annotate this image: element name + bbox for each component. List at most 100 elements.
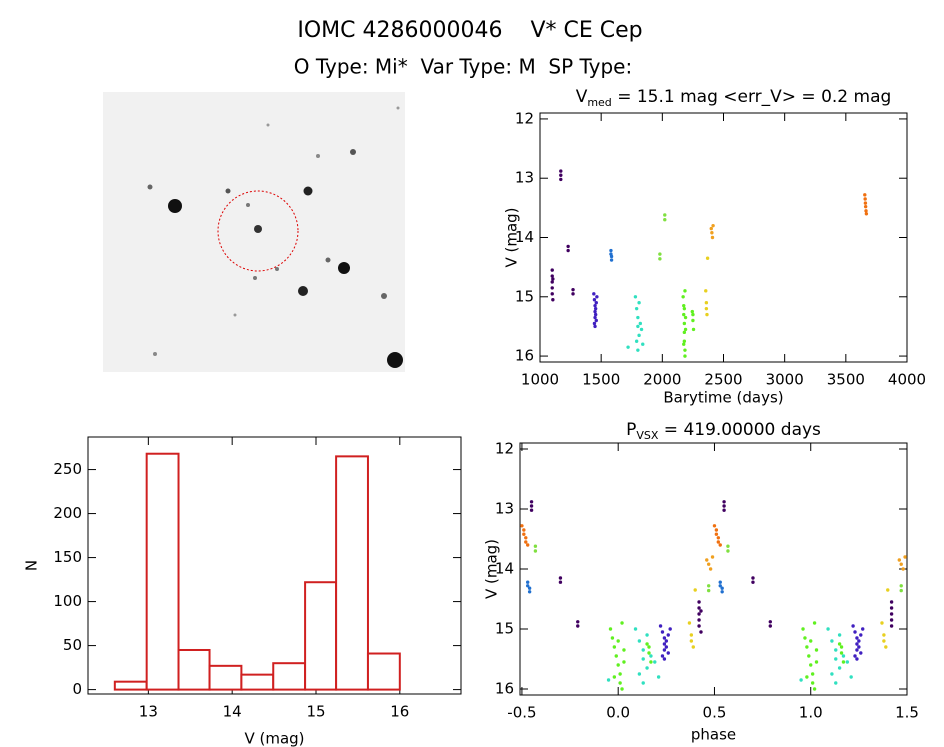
data-point: [592, 292, 596, 296]
data-point: [889, 600, 894, 604]
data-point: [853, 654, 857, 658]
page-title: IOMC 4286000046 V* CE Cep: [297, 18, 642, 43]
data-point: [855, 636, 859, 640]
data-point: [682, 321, 687, 326]
x-tick-label: 1.5: [895, 704, 919, 722]
data-point: [697, 624, 701, 628]
x-tick-label: 16: [390, 703, 409, 721]
data-point: [533, 549, 538, 553]
data-point: [704, 306, 709, 311]
data-point: [566, 244, 570, 249]
y-tick-label: 13: [495, 500, 514, 518]
y-tick-label: 12: [495, 440, 514, 458]
data-point: [857, 645, 861, 649]
plot-frame: [519, 442, 908, 696]
data-point: [880, 621, 884, 625]
data-point: [691, 318, 695, 323]
data-point: [834, 648, 838, 652]
data-point: [592, 321, 597, 326]
data-point: [751, 576, 755, 580]
data-point: [899, 562, 903, 566]
data-point: [845, 660, 850, 664]
data-point: [853, 630, 857, 634]
data-point: [697, 612, 701, 616]
data-point: [550, 274, 554, 278]
y-tick-label: 14: [495, 560, 514, 578]
data-point: [834, 657, 838, 661]
data-point: [647, 645, 651, 649]
y-tick-label: 200: [53, 504, 82, 522]
data-point: [884, 645, 888, 649]
data-point: [720, 586, 724, 590]
data-point: [857, 639, 861, 643]
data-point: [706, 584, 711, 588]
data-point: [882, 639, 886, 643]
x-tick-label: 2000: [643, 371, 681, 389]
data-point: [571, 287, 575, 292]
data-point: [691, 645, 695, 649]
x-tick-label: 1500: [582, 371, 620, 389]
title-sub: VSX: [636, 429, 659, 442]
data-point: [662, 657, 667, 661]
data-point: [712, 524, 717, 528]
data-point: [863, 204, 868, 209]
data-point: [593, 324, 597, 329]
data-point: [529, 504, 534, 508]
data-point: [550, 286, 554, 290]
data-point: [682, 306, 687, 311]
x-tick-label: -0.5: [507, 704, 536, 722]
data-point: [889, 606, 894, 610]
data-point: [814, 660, 819, 664]
data-point: [639, 327, 644, 332]
data-point: [618, 672, 622, 676]
y-tick-label: 150: [53, 548, 82, 566]
data-point: [889, 618, 894, 622]
data-point: [718, 584, 722, 588]
data-point: [814, 648, 819, 652]
data-point: [691, 312, 695, 317]
data-point: [645, 666, 649, 670]
data-point: [855, 642, 859, 646]
x-tick-label: 15: [306, 703, 325, 721]
data-point: [697, 618, 701, 622]
data-point: [897, 558, 901, 562]
data-point: [799, 678, 803, 682]
data-point: [609, 248, 613, 253]
data-point: [710, 555, 715, 559]
data-point: [660, 630, 665, 634]
data-point: [592, 298, 597, 302]
data-point: [550, 292, 554, 296]
data-point: [559, 169, 563, 173]
data-point: [810, 681, 815, 685]
y-tick-label: 16: [495, 680, 514, 698]
x-tick-label: 1000: [521, 371, 559, 389]
data-point: [706, 562, 711, 566]
data-point: [550, 268, 554, 272]
chart-title: PVSX = 419.00000 days: [626, 420, 821, 442]
x-axis-label: phase: [691, 726, 736, 744]
y-tick-label: 15: [515, 287, 534, 305]
data-point: [708, 567, 713, 571]
data-point: [634, 339, 639, 343]
data-point: [859, 651, 863, 655]
data-point: [641, 342, 645, 346]
data-point: [837, 642, 842, 646]
data-point: [718, 580, 722, 584]
data-point: [718, 543, 722, 547]
data-point: [649, 654, 653, 658]
data-point: [809, 663, 813, 667]
data-point: [609, 258, 614, 262]
data-point: [711, 223, 715, 228]
data-point: [609, 254, 614, 259]
histogram-bar: [272, 662, 307, 691]
data-point: [526, 584, 530, 588]
data-point: [705, 312, 709, 317]
data-point: [551, 277, 555, 281]
data-point: [705, 558, 709, 562]
plot-frame: [87, 436, 462, 695]
data-point: [682, 342, 686, 346]
data-point: [595, 295, 599, 299]
data-point: [637, 639, 642, 643]
data-point: [594, 301, 598, 305]
